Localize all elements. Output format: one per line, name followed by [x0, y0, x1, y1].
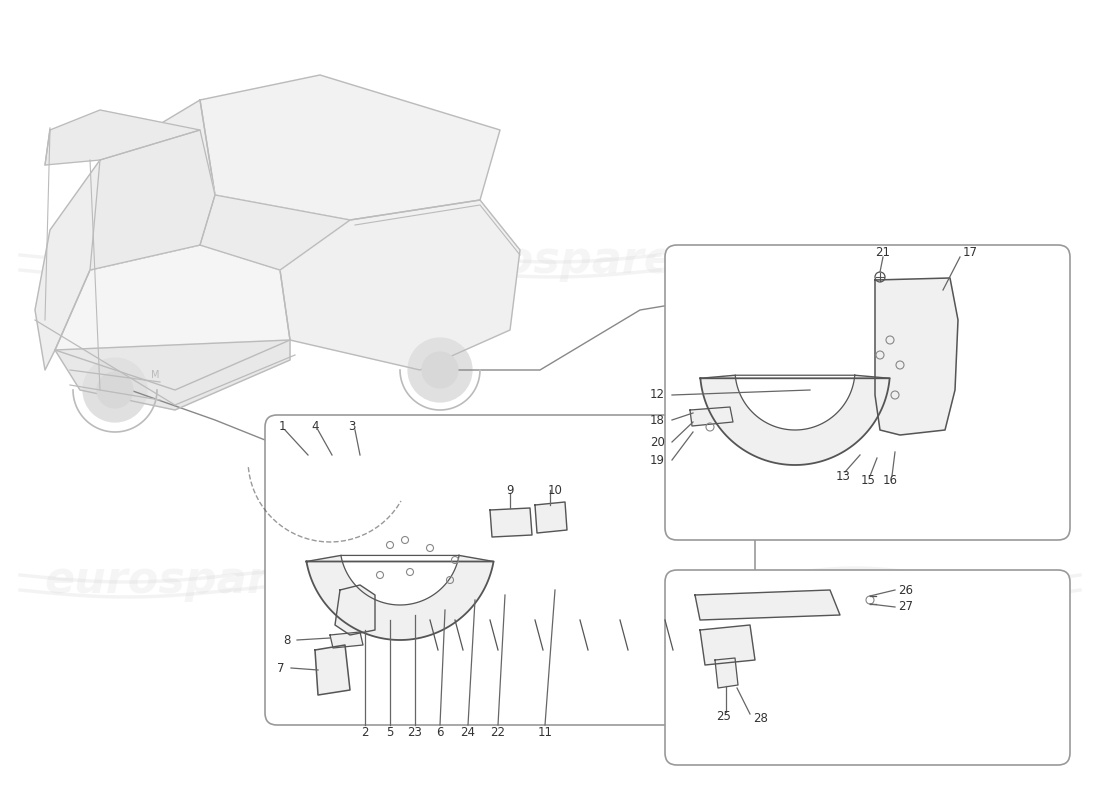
Text: 3: 3 — [349, 421, 355, 434]
FancyBboxPatch shape — [666, 570, 1070, 765]
Text: 26: 26 — [898, 583, 913, 597]
Polygon shape — [280, 200, 520, 370]
Polygon shape — [200, 195, 350, 270]
Polygon shape — [690, 407, 733, 426]
Text: 12: 12 — [650, 389, 666, 402]
Text: 16: 16 — [882, 474, 898, 486]
Text: 20: 20 — [650, 435, 666, 449]
Polygon shape — [55, 340, 290, 410]
Text: eurospares: eurospares — [44, 558, 326, 602]
Polygon shape — [200, 75, 500, 220]
Polygon shape — [35, 100, 214, 370]
Text: 10: 10 — [548, 483, 562, 497]
Polygon shape — [715, 658, 738, 688]
Text: 28: 28 — [754, 711, 768, 725]
Polygon shape — [535, 502, 566, 533]
Polygon shape — [315, 645, 350, 695]
Circle shape — [82, 358, 147, 422]
Circle shape — [97, 372, 133, 408]
Text: 8: 8 — [284, 634, 292, 646]
Polygon shape — [700, 625, 755, 665]
Text: eurospares: eurospares — [44, 238, 326, 282]
Text: 5: 5 — [386, 726, 394, 739]
Text: 1: 1 — [278, 421, 286, 434]
Polygon shape — [701, 375, 890, 465]
Text: M: M — [151, 370, 160, 380]
Polygon shape — [55, 245, 290, 390]
Text: 6: 6 — [437, 726, 443, 739]
Polygon shape — [874, 278, 958, 435]
Text: 23: 23 — [408, 726, 422, 739]
Text: 11: 11 — [538, 726, 552, 739]
Text: 4: 4 — [311, 421, 319, 434]
Polygon shape — [336, 585, 375, 635]
Text: 24: 24 — [461, 726, 475, 739]
Polygon shape — [330, 632, 363, 648]
Circle shape — [422, 352, 458, 388]
Text: 17: 17 — [962, 246, 978, 258]
Text: 9: 9 — [506, 483, 514, 497]
Text: 2: 2 — [361, 726, 368, 739]
Text: 21: 21 — [876, 246, 891, 258]
Polygon shape — [45, 110, 200, 165]
Text: eurospares: eurospares — [415, 558, 695, 602]
Text: 27: 27 — [898, 601, 913, 614]
Polygon shape — [90, 130, 214, 270]
Polygon shape — [307, 555, 494, 640]
Text: eurospares: eurospares — [419, 238, 701, 282]
Text: 13: 13 — [836, 470, 850, 482]
Text: 18: 18 — [650, 414, 666, 426]
Polygon shape — [695, 590, 840, 620]
Text: 19: 19 — [650, 454, 666, 466]
FancyBboxPatch shape — [265, 415, 755, 725]
Polygon shape — [490, 508, 532, 537]
Text: 25: 25 — [716, 710, 732, 723]
Circle shape — [408, 338, 472, 402]
FancyBboxPatch shape — [666, 245, 1070, 540]
Text: 22: 22 — [491, 726, 506, 739]
Text: 7: 7 — [277, 662, 285, 674]
Text: 15: 15 — [860, 474, 876, 486]
